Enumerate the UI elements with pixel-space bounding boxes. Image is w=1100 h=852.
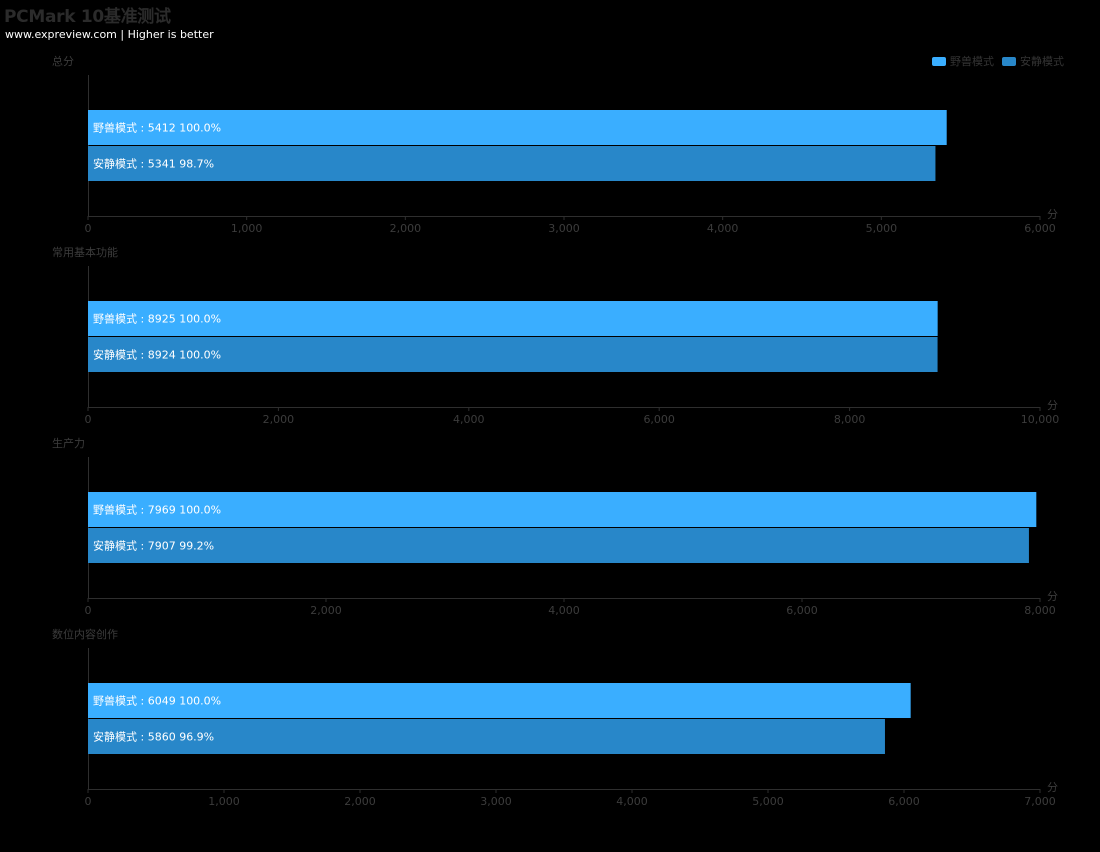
x-tick-label: 1,000 xyxy=(208,795,240,808)
x-tick-label: 0 xyxy=(85,795,92,808)
chart-title: PCMark 10基准测试 xyxy=(4,7,171,27)
bar-quiet-mode xyxy=(88,337,938,372)
bar-beast-mode xyxy=(88,110,947,145)
x-tick-label: 7,000 xyxy=(1024,795,1056,808)
x-tick-label: 6,000 xyxy=(1024,222,1056,235)
bar-data-label: 野兽模式 : 6049 100.0% xyxy=(93,694,221,708)
panel-title: 常用基本功能 xyxy=(52,245,118,259)
x-axis-unit: 分 xyxy=(1047,590,1058,603)
x-tick-label: 3,000 xyxy=(480,795,512,808)
x-tick-label: 3,000 xyxy=(548,222,580,235)
panel-title: 总分 xyxy=(52,54,74,68)
panel-title: 生产力 xyxy=(52,436,85,450)
x-tick-label: 4,000 xyxy=(548,604,580,617)
bar-data-label: 野兽模式 : 7969 100.0% xyxy=(93,503,221,517)
bar-quiet-mode xyxy=(88,719,885,754)
panel-title: 数位内容创作 xyxy=(52,627,118,641)
x-axis-unit: 分 xyxy=(1047,208,1058,221)
x-tick-label: 2,000 xyxy=(390,222,422,235)
x-tick-label: 1,000 xyxy=(231,222,263,235)
x-tick-label: 5,000 xyxy=(866,222,898,235)
x-tick-label: 10,000 xyxy=(1021,413,1060,426)
bar-quiet-mode xyxy=(88,528,1029,563)
legend-label-beast-mode: 野兽模式 xyxy=(950,55,994,68)
x-tick-label: 0 xyxy=(85,222,92,235)
x-tick-label: 4,000 xyxy=(616,795,648,808)
x-axis-unit: 分 xyxy=(1047,399,1058,412)
x-axis-unit: 分 xyxy=(1047,781,1058,794)
bar-data-label: 野兽模式 : 5412 100.0% xyxy=(93,121,221,135)
x-tick-label: 4,000 xyxy=(453,413,485,426)
bar-data-label: 安静模式 : 5341 98.7% xyxy=(93,157,214,171)
legend-label-quiet-mode: 安静模式 xyxy=(1020,55,1064,68)
chart-subtitle: www.expreview.com | Higher is better xyxy=(5,28,214,41)
legend-item-quiet-mode[interactable]: 安静模式 xyxy=(1002,53,1064,69)
bar-data-label: 野兽模式 : 8925 100.0% xyxy=(93,312,221,326)
bar-data-label: 安静模式 : 8924 100.0% xyxy=(93,348,221,362)
bar-beast-mode xyxy=(88,683,911,718)
bar-data-label: 安静模式 : 7907 99.2% xyxy=(93,539,214,553)
x-tick-label: 2,000 xyxy=(263,413,295,426)
legend-swatch-beast-mode xyxy=(932,56,946,66)
bar-beast-mode xyxy=(88,301,938,336)
x-tick-label: 5,000 xyxy=(752,795,784,808)
legend-swatch-quiet-mode xyxy=(1002,56,1016,66)
legend: 野兽模式 安静模式 xyxy=(932,53,1064,69)
x-tick-label: 8,000 xyxy=(834,413,866,426)
x-tick-label: 6,000 xyxy=(888,795,920,808)
x-tick-label: 2,000 xyxy=(344,795,376,808)
bar-quiet-mode xyxy=(88,146,936,181)
x-tick-label: 8,000 xyxy=(1024,604,1056,617)
x-tick-label: 4,000 xyxy=(707,222,739,235)
x-tick-label: 6,000 xyxy=(786,604,818,617)
x-tick-label: 6,000 xyxy=(643,413,675,426)
legend-item-beast-mode[interactable]: 野兽模式 xyxy=(932,53,994,69)
bar-beast-mode xyxy=(88,492,1037,527)
x-tick-label: 0 xyxy=(85,604,92,617)
bar-data-label: 安静模式 : 5860 96.9% xyxy=(93,730,214,744)
x-tick-label: 0 xyxy=(85,413,92,426)
x-tick-label: 2,000 xyxy=(310,604,342,617)
